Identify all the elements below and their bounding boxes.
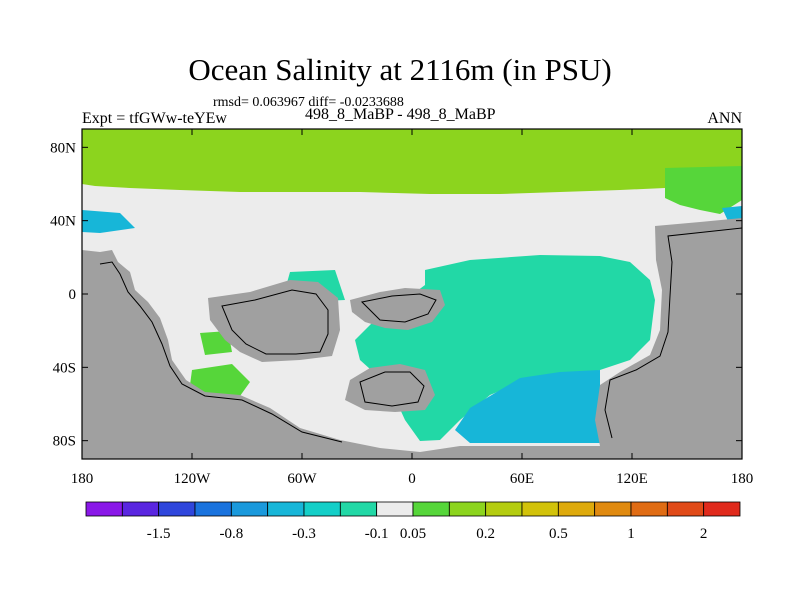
coastline-central [360, 293, 437, 323]
x-tick-label: 180 [731, 471, 754, 487]
colorbar-label: -0.3 [292, 526, 316, 542]
south-pacific-positive [190, 364, 250, 396]
colorbar-label: 1 [627, 526, 635, 542]
southern-ocean-negative [455, 370, 600, 443]
coastline-equatorial [221, 289, 329, 355]
y-tick-label: 80S [53, 434, 76, 450]
x-axis-ticks: 180 120W 60W 0 60E 120E 180 [71, 129, 754, 487]
arctic-negative-anomaly [82, 210, 135, 233]
x-tick-label: 180 [71, 471, 94, 487]
x-tick-label: 0 [408, 471, 416, 487]
chart-title: Ocean Salinity at 2116m (in PSU) [188, 52, 612, 87]
colorbar-swatch [158, 501, 196, 517]
colorbar-label: 0.05 [400, 526, 426, 542]
colorbar-swatch [485, 501, 523, 517]
colorbar-swatch [666, 501, 705, 517]
colorbar-label: -0.1 [365, 526, 389, 542]
land-southern-continent [345, 364, 435, 412]
experiment-label: Expt = tfGWw-teYEw [82, 110, 227, 127]
colorbar-label: 0.5 [549, 526, 568, 542]
x-tick-label: 60W [287, 471, 317, 487]
coastlines [99, 227, 742, 443]
colorbar-label: -0.8 [219, 526, 243, 542]
colorbar-label: -1.5 [147, 526, 171, 542]
colorbar-swatch [267, 501, 305, 517]
coastline-west [99, 261, 343, 443]
colorbar-swatch [194, 501, 232, 517]
y-tick-label: 40N [50, 214, 76, 230]
colorbar-swatch [339, 501, 378, 517]
colorbar-swatch [376, 501, 414, 517]
runs-label: 498_8_MaBP - 498_8_MaBP [305, 106, 496, 123]
colorbar-swatch [303, 501, 341, 517]
x-tick-label: 120W [174, 471, 212, 487]
north-secondary-anomaly [665, 166, 742, 214]
y-tick-label: 80N [50, 140, 76, 156]
colorbar-swatch [594, 501, 632, 517]
colorbar-swatch [557, 501, 596, 517]
colorbar-swatch [630, 501, 668, 517]
y-axis-ticks: 80N 40N 0 40S 80S [50, 140, 742, 450]
y-tick-label: 0 [69, 287, 77, 303]
coastline-southern [359, 371, 425, 407]
x-tick-label: 120E [616, 471, 648, 487]
colorbar-swatch [85, 501, 123, 517]
land-equatorial-continent [208, 280, 340, 362]
colorbar-swatch [121, 501, 160, 517]
colorbar: -1.5 -0.8 -0.3 -0.1 0.05 0.2 0.5 1 2 [85, 501, 741, 542]
colorbar-label: 0.2 [476, 526, 495, 542]
land-central-continent [350, 288, 445, 330]
y-tick-label: 40S [53, 360, 76, 376]
coastline-east [604, 227, 742, 439]
arctic-east-negative [722, 206, 742, 222]
map-plot-area [82, 129, 742, 459]
land-west-continent [82, 250, 742, 459]
colorbar-swatch [521, 501, 559, 517]
x-tick-label: 60E [510, 471, 534, 487]
colorbar-swatch [412, 501, 450, 517]
north-positive-anomaly [82, 129, 742, 194]
colorbar-label: 2 [700, 526, 708, 542]
colorbar-swatch [703, 501, 741, 517]
season-label: ANN [707, 110, 742, 127]
rmsd-diff-stats: rmsd= 0.063967 diff= -0.0233688 [213, 95, 404, 110]
colorbar-swatch [230, 501, 269, 517]
colorbar-swatch [448, 501, 487, 517]
